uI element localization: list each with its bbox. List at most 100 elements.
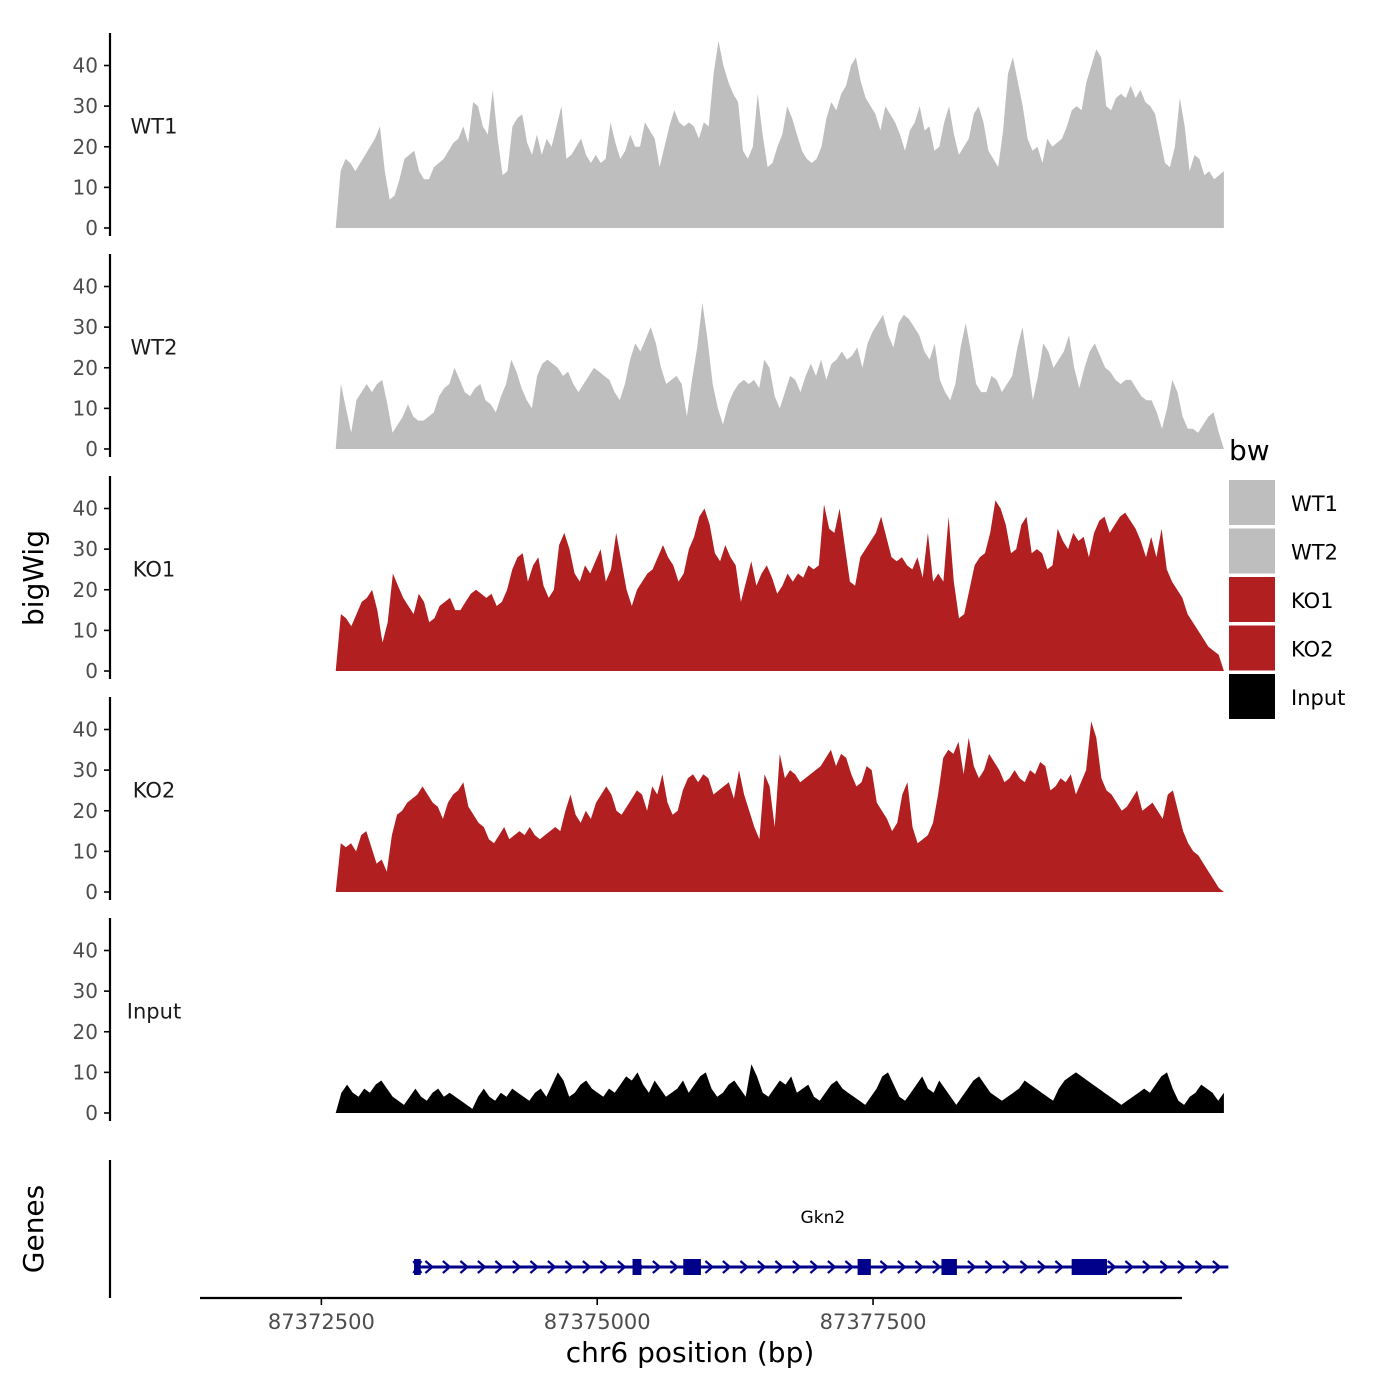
- legend-swatch: [1229, 480, 1275, 525]
- strand-chevron: [879, 1260, 890, 1274]
- y-tick-label: 10: [73, 839, 98, 863]
- y-tick-label: 10: [73, 618, 98, 642]
- signal-area-wt2: [335, 302, 1224, 449]
- legend-label: KO1: [1291, 589, 1334, 613]
- legend-item-wt2: WT2: [1229, 528, 1338, 574]
- strand-chevron: [774, 1260, 785, 1274]
- exon: [857, 1259, 871, 1275]
- legend-swatch: [1229, 577, 1275, 622]
- strand-chevron: [599, 1260, 610, 1274]
- strand-chevron: [1002, 1260, 1012, 1274]
- y-tick-label: 0: [85, 659, 98, 683]
- x-axis-title: chr6 position (bp): [566, 1336, 815, 1369]
- strand-chevron: [704, 1260, 715, 1274]
- strand-chevron: [512, 1260, 522, 1274]
- y-tick-label: 40: [73, 497, 98, 521]
- strand-chevron: [914, 1260, 925, 1274]
- y-tick-label: 20: [73, 799, 98, 823]
- y-tick-label: 0: [85, 437, 98, 461]
- y-tick-label: 30: [73, 315, 98, 339]
- strand-chevron: [897, 1260, 907, 1274]
- exon: [683, 1259, 701, 1275]
- x-tick-label: 87372500: [268, 1310, 375, 1334]
- track-ko2: 0 10 20 30 40 KO2: [73, 697, 1224, 904]
- y-tick-label: 20: [73, 356, 98, 380]
- gene-track: Gkn2: [108, 1160, 1229, 1298]
- legend-label: WT2: [1291, 541, 1338, 565]
- y-tick-label: 40: [73, 718, 98, 742]
- strand-chevron: [442, 1260, 452, 1274]
- strand-chevron: [1142, 1260, 1152, 1274]
- y-tick-label: 20: [73, 135, 98, 159]
- signal-area-ko2: [335, 721, 1224, 892]
- y-tick-label: 30: [73, 758, 98, 782]
- strand-chevron: [564, 1260, 575, 1274]
- track-label: KO1: [133, 558, 176, 582]
- y-axis-title: bigWig: [17, 530, 50, 626]
- strand-chevron: [827, 1260, 837, 1274]
- signal-area-input: [335, 1064, 1224, 1113]
- exon: [941, 1259, 957, 1275]
- legend: WT1 WT2 KO1 KO2 Input: [1229, 480, 1345, 719]
- strand-chevron: [1212, 1260, 1222, 1274]
- genes-axis-title: Genes: [17, 1185, 50, 1273]
- y-tick-label: 30: [73, 979, 98, 1003]
- strand-chevron: [547, 1260, 557, 1274]
- strand-chevron: [1054, 1260, 1065, 1274]
- strand-chevron: [984, 1260, 995, 1274]
- y-tick-label: 40: [73, 275, 98, 299]
- exon: [414, 1259, 421, 1275]
- strand-chevron: [529, 1260, 540, 1274]
- track-label: KO2: [133, 779, 176, 803]
- y-tick-label: 40: [73, 939, 98, 963]
- strand-chevron: [459, 1260, 470, 1274]
- track-label: WT1: [131, 115, 178, 139]
- y-tick-label: 0: [85, 1101, 98, 1125]
- y-tick-label: 30: [73, 94, 98, 118]
- track-wt2: 0 10 20 30 40 WT2: [73, 254, 1224, 461]
- exon: [632, 1259, 642, 1275]
- track-panels: 0 10 20 30 40 WT1 0 10 20 30 40 WT2 0 10 20 30 40 KO1 0 10 2…: [73, 33, 1224, 1125]
- y-tick-label: 10: [73, 175, 98, 199]
- strand-chevron: [809, 1260, 820, 1274]
- legend-swatch: [1229, 528, 1275, 574]
- exon: [1071, 1259, 1107, 1275]
- strand-chevron: [1177, 1260, 1187, 1274]
- strand-chevron: [1124, 1260, 1135, 1274]
- strand-chevron: [722, 1260, 732, 1274]
- signal-area-ko1: [335, 500, 1224, 671]
- track-input: 0 10 20 30 40 Input: [73, 918, 1224, 1125]
- strand-chevron: [844, 1260, 855, 1274]
- strand-chevron: [932, 1260, 942, 1274]
- strand-chevron: [1194, 1260, 1205, 1274]
- y-tick-label: 20: [73, 578, 98, 602]
- legend-item-ko2: KO2: [1229, 625, 1334, 671]
- strand-chevron: [739, 1260, 750, 1274]
- strand-chevron: [582, 1260, 592, 1274]
- strand-chevron: [1037, 1260, 1047, 1274]
- legend-item-ko1: KO1: [1229, 577, 1334, 622]
- y-tick-label: 0: [85, 880, 98, 904]
- track-label: Input: [127, 1000, 181, 1024]
- strand-chevron: [494, 1260, 505, 1274]
- x-tick-label: 87375000: [544, 1310, 651, 1334]
- strand-chevron: [669, 1260, 680, 1274]
- legend-item-wt1: WT1: [1229, 480, 1338, 525]
- strand-chevron: [1107, 1260, 1117, 1274]
- legend-title: bw: [1229, 434, 1270, 467]
- strand-chevron: [1159, 1260, 1170, 1274]
- y-tick-label: 30: [73, 537, 98, 561]
- strand-chevron: [967, 1260, 977, 1274]
- y-tick-label: 0: [85, 216, 98, 240]
- track-label: WT2: [131, 336, 178, 360]
- signal-area-wt1: [335, 41, 1224, 228]
- strand-chevron: [1019, 1260, 1030, 1274]
- y-tick-label: 10: [73, 396, 98, 420]
- legend-label: KO2: [1291, 638, 1334, 662]
- strand-chevron: [792, 1260, 802, 1274]
- strand-chevron: [424, 1260, 435, 1274]
- track-wt1: 0 10 20 30 40 WT1: [73, 33, 1224, 240]
- y-tick-label: 20: [73, 1020, 98, 1044]
- x-axis: 87372500 87375000 87377500: [200, 1296, 1182, 1334]
